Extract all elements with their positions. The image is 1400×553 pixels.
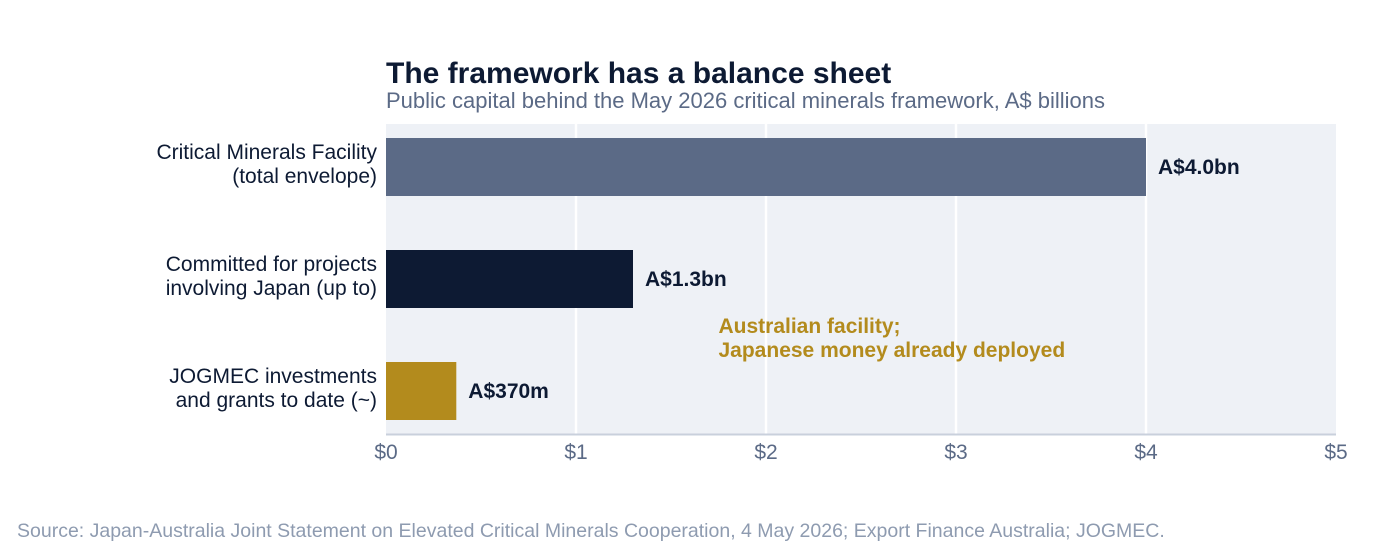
annotation-line-1: Australian facility; xyxy=(719,315,901,338)
bar-0 xyxy=(386,138,1146,196)
x-tick-label-5: $5 xyxy=(1324,441,1347,464)
annotation-text: Australian facility; Japanese money alre… xyxy=(719,315,1066,362)
category-label-1-line-0: Committed for projects xyxy=(166,253,377,276)
x-tick-label-0: $0 xyxy=(374,441,397,464)
x-tick-labels: $0 $1 $2 $3 $4 $5 xyxy=(374,441,1347,464)
x-tick-label-2: $2 xyxy=(754,441,777,464)
x-tick-label-3: $3 xyxy=(944,441,967,464)
category-label-0-line-1: (total envelope) xyxy=(232,165,377,188)
x-tick-label-4: $4 xyxy=(1134,441,1158,464)
category-labels: Critical Minerals Facility (total envelop… xyxy=(156,141,377,412)
annotation-line-2: Japanese money already deployed xyxy=(719,339,1066,362)
category-label-1: Committed for projects involving Japan (u… xyxy=(166,253,377,300)
category-label-2-line-1: and grants to date (~) xyxy=(176,389,377,412)
chart-title: The framework has a balance sheet xyxy=(386,57,891,90)
value-label-1: A$1.3bn xyxy=(645,268,727,291)
chart-subtitle: Public capital behind the May 2026 criti… xyxy=(386,88,1105,113)
value-label-2: A$370m xyxy=(468,380,549,403)
category-label-2: JOGMEC investments and grants to date (~) xyxy=(169,365,377,412)
category-label-0-line-0: Critical Minerals Facility xyxy=(156,141,377,164)
category-label-2-line-0: JOGMEC investments xyxy=(169,365,377,388)
category-label-1-line-1: involving Japan (up to) xyxy=(166,277,377,300)
x-tick-label-1: $1 xyxy=(564,441,587,464)
source-note: Source: Japan-Australia Joint Statement … xyxy=(17,520,1165,542)
bars xyxy=(386,138,1146,420)
category-label-0: Critical Minerals Facility (total envelop… xyxy=(156,141,377,188)
bar-1 xyxy=(386,250,633,308)
value-labels: A$4.0bn A$1.3bn A$370m xyxy=(468,156,1239,403)
bar-2 xyxy=(386,362,457,420)
value-label-0: A$4.0bn xyxy=(1158,156,1240,179)
